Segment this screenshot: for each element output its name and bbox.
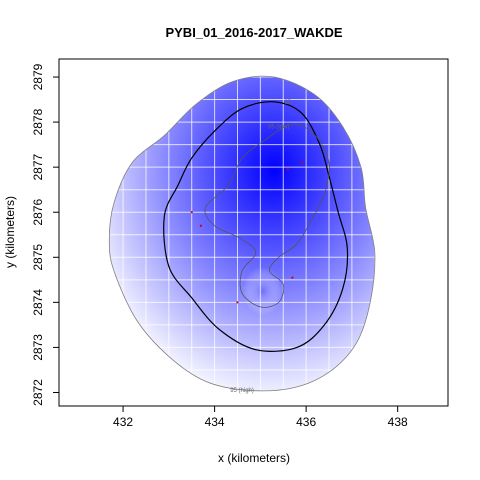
- x-axis: 432 434 436 438: [113, 406, 408, 429]
- density-surface: [109, 76, 375, 391]
- y-tick-label: 2875: [31, 244, 45, 271]
- contour-label: 95: [284, 100, 291, 106]
- density-lobe: [242, 267, 283, 316]
- y-tick-label: 2872: [31, 379, 45, 406]
- x-tick-label: 436: [296, 415, 316, 429]
- y-tick-label: 2878: [31, 108, 45, 135]
- contour-label: 95 (low): [268, 125, 289, 131]
- y-axis-label: y (kilometers): [3, 196, 17, 268]
- x-axis-label: x (kilometers): [218, 451, 290, 465]
- chart-title: PYBI_01_2016-2017_WAKDE: [165, 25, 342, 40]
- contour-labels: 95 (high) 95 95 (low): [230, 100, 292, 394]
- contour-line: [108, 75, 376, 392]
- observation-point: [300, 161, 303, 164]
- observation-point: [236, 301, 239, 304]
- contour-label: 95 (high): [230, 388, 254, 394]
- plot-frame: [58, 58, 449, 407]
- y-tick-label: 2879: [31, 63, 45, 90]
- observation-point: [199, 224, 202, 227]
- contours: [108, 75, 376, 392]
- y-tick-label: 2873: [31, 334, 45, 361]
- y-tick-label: 2876: [31, 199, 45, 226]
- y-axis: 2872 2873 2874 2875 2876 2877 2878 2879: [31, 63, 59, 406]
- observation-point: [190, 211, 193, 214]
- contour-line: [163, 101, 349, 352]
- observation-point: [286, 168, 289, 171]
- grid: [59, 59, 448, 406]
- contour-line: [204, 123, 330, 308]
- observation-point: [291, 276, 294, 279]
- points: [190, 161, 303, 304]
- y-tick-label: 2874: [31, 289, 45, 316]
- y-tick-label: 2877: [31, 153, 45, 180]
- x-tick-label: 432: [113, 415, 133, 429]
- plot-area: 95 (high) 95 95 (low): [59, 59, 448, 406]
- x-tick-label: 434: [205, 415, 225, 429]
- x-tick-label: 438: [388, 415, 408, 429]
